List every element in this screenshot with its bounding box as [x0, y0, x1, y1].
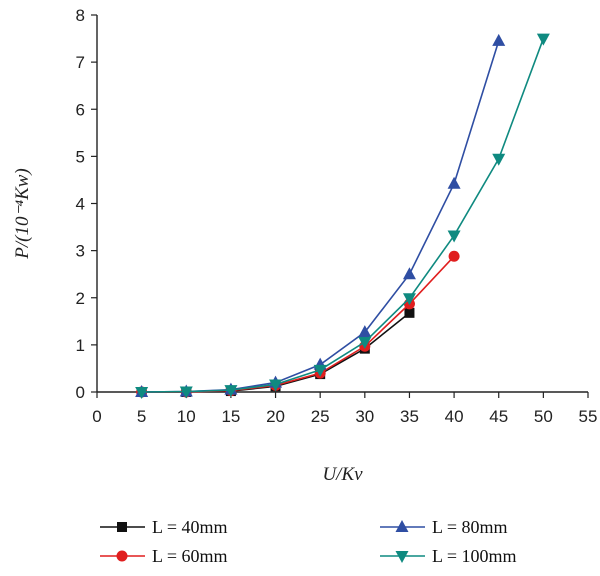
data-point [536, 33, 550, 46]
series-line [141, 40, 500, 393]
legend: L = 40mm L = 60mm L = 80mm L = 100mm [100, 517, 516, 566]
x-tick-label: 45 [489, 407, 508, 426]
x-tick-label: 35 [400, 407, 419, 426]
x-tick-label: 5 [137, 407, 146, 426]
legend-marker [395, 520, 409, 532]
legend-label: L = 100mm [432, 546, 516, 566]
x-tick-label: 25 [311, 407, 330, 426]
y-tick-label: 1 [76, 336, 85, 355]
data-point [447, 176, 461, 189]
x-tick-label: 0 [92, 407, 101, 426]
x-tick-label: 55 [579, 407, 598, 426]
data-point [492, 153, 506, 166]
y-tick-label: 7 [76, 53, 85, 72]
data-point [358, 325, 372, 338]
y-tick-label: 4 [76, 195, 85, 214]
y-tick-label: 5 [76, 147, 85, 166]
x-axis-label: U/Kv [322, 464, 363, 485]
data-point [447, 230, 461, 243]
legend-label: L = 40mm [152, 517, 227, 537]
legend-label: L = 60mm [152, 546, 227, 566]
data-point [179, 386, 193, 399]
series-line [141, 38, 545, 393]
legend-item: L = 100mm [380, 546, 516, 566]
legend-marker [116, 550, 128, 562]
y-tick-label: 8 [76, 6, 85, 25]
series-2 [135, 33, 506, 397]
y-tick-label: 0 [76, 383, 85, 402]
data-point [448, 250, 460, 262]
legend-item: L = 60mm [100, 546, 227, 566]
data-point [404, 307, 415, 318]
legend-marker [117, 522, 127, 532]
legend-item: L = 40mm [100, 517, 227, 537]
data-point [358, 337, 372, 350]
x-tick-label: 10 [177, 407, 196, 426]
series-layer [135, 33, 550, 399]
x-tick-label: 30 [355, 407, 374, 426]
data-point [135, 387, 149, 399]
series-3 [135, 33, 550, 399]
legend-marker [395, 551, 409, 563]
data-point [224, 385, 238, 398]
legend-item: L = 80mm [380, 517, 507, 537]
x-tick-label: 15 [221, 407, 240, 426]
axes [96, 15, 588, 393]
legend-label: L = 80mm [432, 517, 507, 537]
data-point [492, 33, 506, 46]
data-point [402, 267, 416, 280]
x-tick-label: 20 [266, 407, 285, 426]
y-tick-label: 3 [76, 242, 85, 261]
data-point [269, 379, 283, 392]
y-tick-label: 6 [76, 100, 85, 119]
data-point [402, 293, 416, 306]
x-tick-label: 50 [534, 407, 553, 426]
data-point [313, 364, 327, 377]
y-axis-label: P/(10⁻⁴Kw) [12, 168, 33, 260]
x-tick-label: 40 [445, 407, 464, 426]
y-tick-label: 2 [76, 289, 85, 308]
